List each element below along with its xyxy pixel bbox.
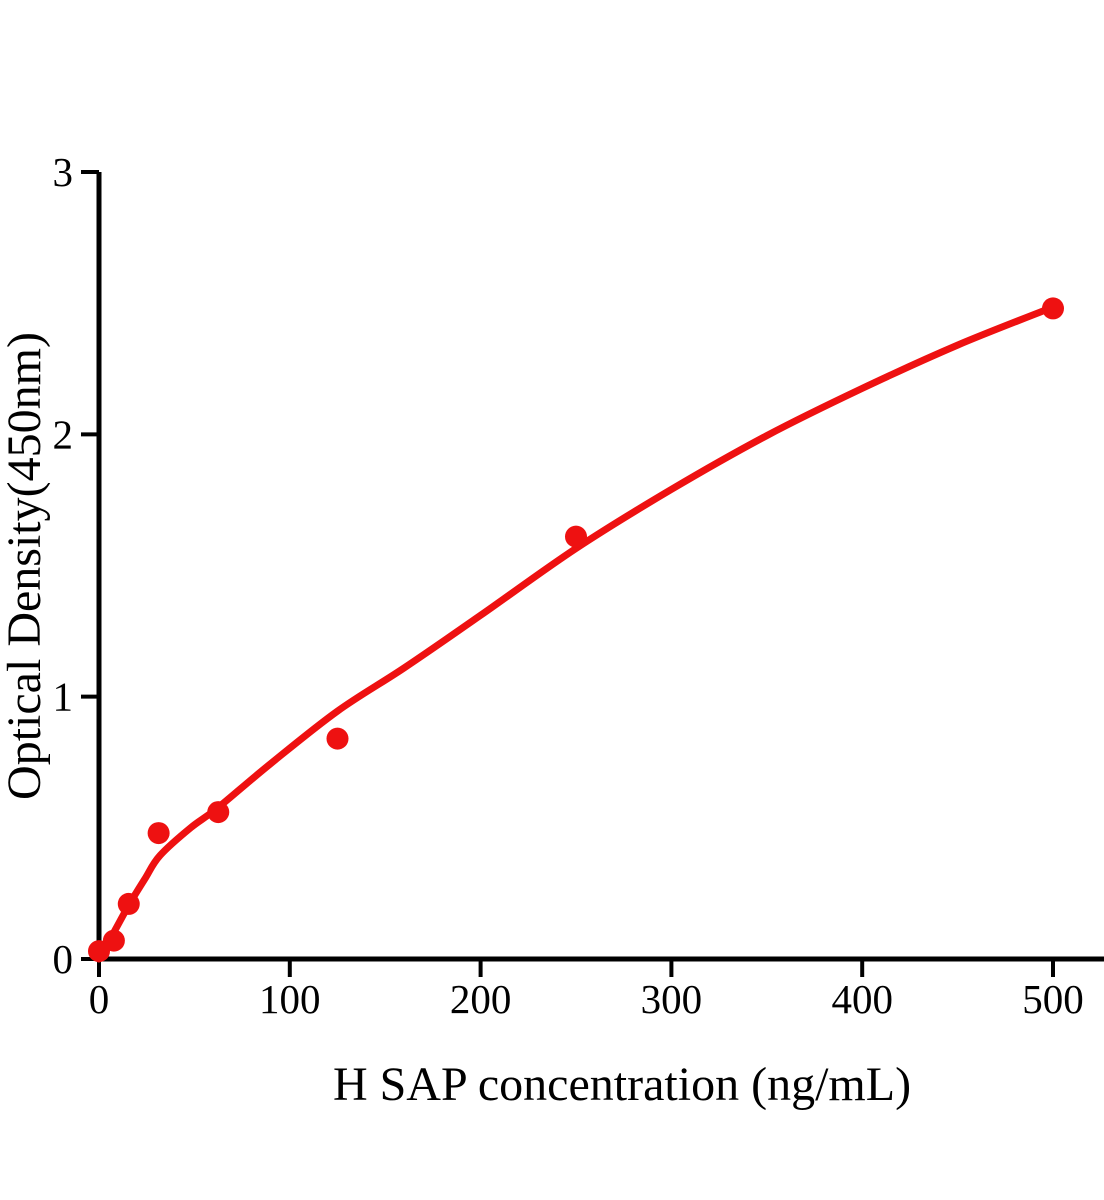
data-point bbox=[147, 822, 170, 845]
y-tick-label: 2 bbox=[53, 411, 74, 457]
data-point bbox=[1042, 297, 1064, 320]
x-axis-title: H SAP concentration (ng/mL) bbox=[333, 1058, 911, 1111]
data-point bbox=[207, 801, 230, 824]
y-axis-title: Optical Density(450nm) bbox=[0, 332, 51, 800]
y-tick-label: 0 bbox=[53, 936, 74, 982]
data-point bbox=[565, 525, 587, 548]
data-point bbox=[117, 892, 140, 915]
data-point bbox=[326, 727, 349, 750]
x-tick-label: 200 bbox=[450, 976, 512, 1022]
data-series bbox=[88, 297, 1064, 963]
x-tick-label: 0 bbox=[89, 976, 110, 1022]
x-tick-label: 300 bbox=[641, 976, 703, 1022]
x-tick-label: 500 bbox=[1022, 976, 1084, 1022]
y-tick-label: 3 bbox=[53, 149, 74, 195]
tick-labels: 0 1 2 3 0 100 200 300 400 500 bbox=[53, 149, 1084, 1022]
data-point bbox=[102, 929, 125, 952]
y-tick-label: 1 bbox=[53, 674, 74, 720]
x-tick-label: 400 bbox=[831, 976, 893, 1022]
fit-curve bbox=[95, 303, 1057, 963]
axes bbox=[96, 172, 1104, 962]
tick-marks bbox=[81, 170, 1055, 977]
x-tick-label: 100 bbox=[259, 976, 321, 1022]
